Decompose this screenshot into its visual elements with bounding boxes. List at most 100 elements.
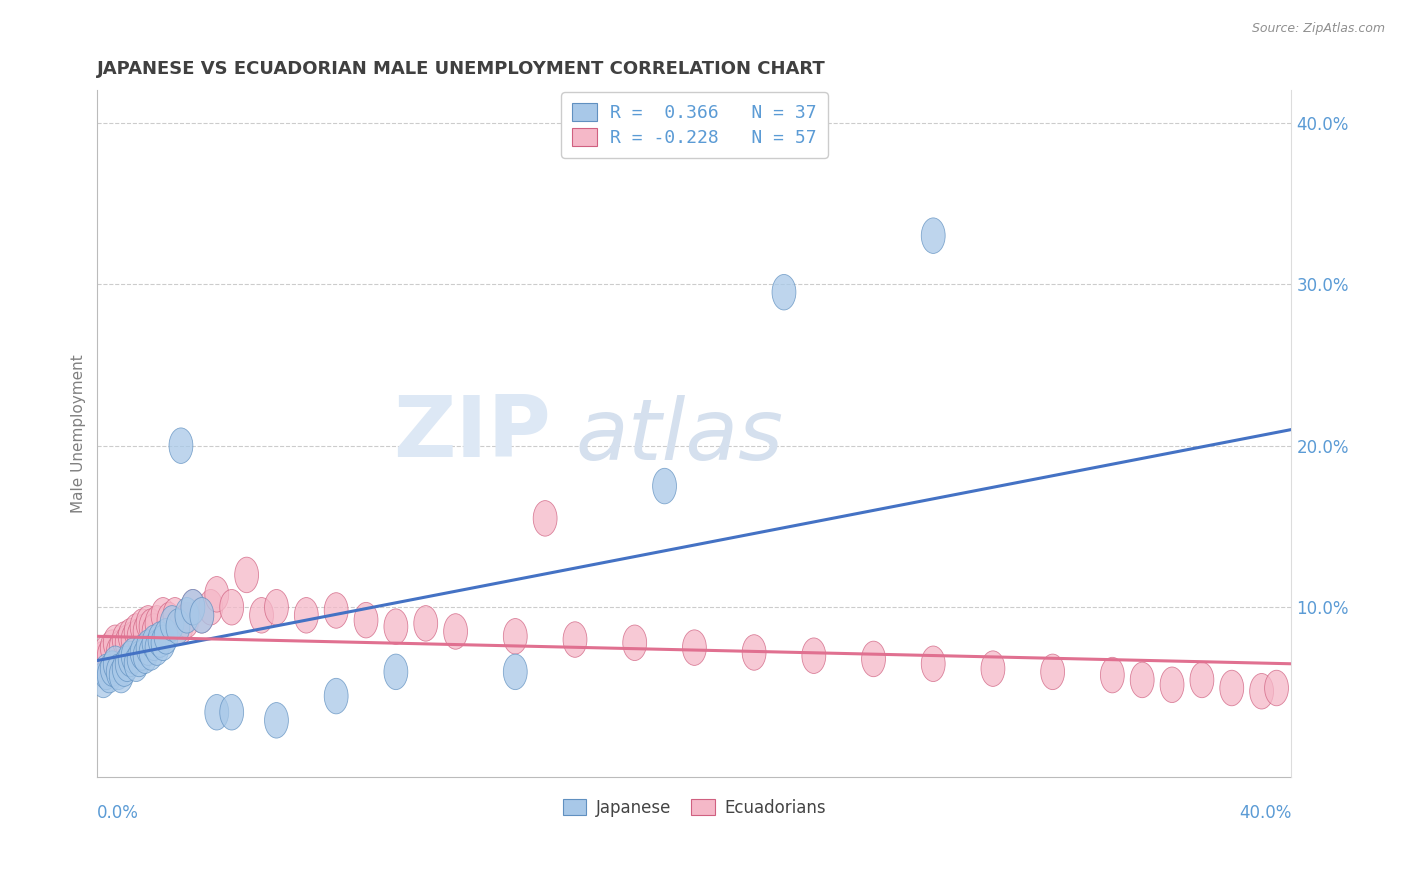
Ellipse shape [139, 635, 163, 670]
Ellipse shape [235, 558, 259, 592]
Ellipse shape [103, 646, 127, 681]
Ellipse shape [623, 625, 647, 661]
Ellipse shape [100, 651, 124, 687]
Ellipse shape [190, 598, 214, 633]
Text: JAPANESE VS ECUADORIAN MALE UNEMPLOYMENT CORRELATION CHART: JAPANESE VS ECUADORIAN MALE UNEMPLOYMENT… [97, 60, 827, 78]
Ellipse shape [219, 695, 243, 730]
Ellipse shape [127, 641, 150, 677]
Ellipse shape [150, 625, 174, 661]
Ellipse shape [121, 622, 145, 657]
Ellipse shape [503, 654, 527, 690]
Ellipse shape [384, 609, 408, 644]
Ellipse shape [652, 468, 676, 504]
Ellipse shape [89, 646, 112, 681]
Ellipse shape [264, 590, 288, 625]
Text: 0.0%: 0.0% [97, 805, 139, 822]
Ellipse shape [118, 618, 142, 654]
Ellipse shape [97, 657, 121, 693]
Ellipse shape [219, 590, 243, 625]
Ellipse shape [562, 622, 586, 657]
Ellipse shape [127, 618, 150, 654]
Ellipse shape [682, 630, 706, 665]
Ellipse shape [1264, 670, 1288, 706]
Ellipse shape [174, 602, 198, 638]
Ellipse shape [384, 654, 408, 690]
Ellipse shape [115, 646, 139, 681]
Text: 40.0%: 40.0% [1239, 805, 1292, 822]
Ellipse shape [772, 275, 796, 310]
Ellipse shape [134, 614, 157, 649]
Ellipse shape [118, 641, 142, 677]
Ellipse shape [264, 703, 288, 738]
Ellipse shape [142, 625, 166, 661]
Ellipse shape [181, 590, 205, 625]
Ellipse shape [166, 609, 190, 644]
Ellipse shape [142, 614, 166, 649]
Ellipse shape [169, 609, 193, 644]
Ellipse shape [921, 218, 945, 253]
Ellipse shape [325, 678, 349, 714]
Ellipse shape [1160, 667, 1184, 703]
Ellipse shape [145, 606, 169, 641]
Ellipse shape [1130, 662, 1154, 698]
Ellipse shape [533, 500, 557, 536]
Ellipse shape [503, 618, 527, 654]
Ellipse shape [1220, 670, 1244, 706]
Ellipse shape [862, 641, 886, 677]
Ellipse shape [169, 428, 193, 464]
Ellipse shape [131, 609, 155, 644]
Ellipse shape [160, 606, 184, 641]
Ellipse shape [157, 602, 181, 638]
Ellipse shape [1040, 654, 1064, 690]
Ellipse shape [444, 614, 468, 649]
Ellipse shape [91, 662, 115, 698]
Ellipse shape [354, 602, 378, 638]
Ellipse shape [134, 638, 157, 673]
Ellipse shape [115, 625, 139, 661]
Ellipse shape [801, 638, 825, 673]
Ellipse shape [250, 598, 274, 633]
Ellipse shape [190, 598, 214, 633]
Y-axis label: Male Unemployment: Male Unemployment [72, 354, 86, 513]
Ellipse shape [155, 618, 179, 654]
Ellipse shape [413, 606, 437, 641]
Ellipse shape [145, 630, 169, 665]
Ellipse shape [198, 590, 222, 625]
Ellipse shape [110, 630, 134, 665]
Text: ZIP: ZIP [394, 392, 551, 475]
Ellipse shape [205, 695, 229, 730]
Ellipse shape [1101, 657, 1125, 693]
Ellipse shape [1189, 662, 1213, 698]
Ellipse shape [148, 622, 172, 657]
Ellipse shape [139, 609, 163, 644]
Ellipse shape [174, 598, 198, 633]
Ellipse shape [91, 641, 115, 677]
Ellipse shape [205, 576, 229, 612]
Ellipse shape [94, 635, 118, 670]
Ellipse shape [981, 651, 1005, 687]
Ellipse shape [100, 630, 124, 665]
Ellipse shape [110, 657, 134, 693]
Ellipse shape [124, 646, 148, 681]
Ellipse shape [112, 622, 136, 657]
Ellipse shape [921, 646, 945, 681]
Ellipse shape [742, 635, 766, 670]
Legend: Japanese, Ecuadorians: Japanese, Ecuadorians [555, 792, 832, 823]
Ellipse shape [121, 638, 145, 673]
Ellipse shape [325, 592, 349, 628]
Text: Source: ZipAtlas.com: Source: ZipAtlas.com [1251, 22, 1385, 36]
Ellipse shape [107, 654, 131, 690]
Ellipse shape [150, 598, 174, 633]
Ellipse shape [107, 635, 131, 670]
Ellipse shape [131, 635, 155, 670]
Ellipse shape [112, 651, 136, 687]
Ellipse shape [94, 654, 118, 690]
Text: atlas: atlas [575, 395, 783, 478]
Ellipse shape [163, 598, 187, 633]
Ellipse shape [136, 630, 160, 665]
Ellipse shape [181, 590, 205, 625]
Ellipse shape [97, 638, 121, 673]
Ellipse shape [294, 598, 318, 633]
Ellipse shape [136, 606, 160, 641]
Ellipse shape [1250, 673, 1274, 709]
